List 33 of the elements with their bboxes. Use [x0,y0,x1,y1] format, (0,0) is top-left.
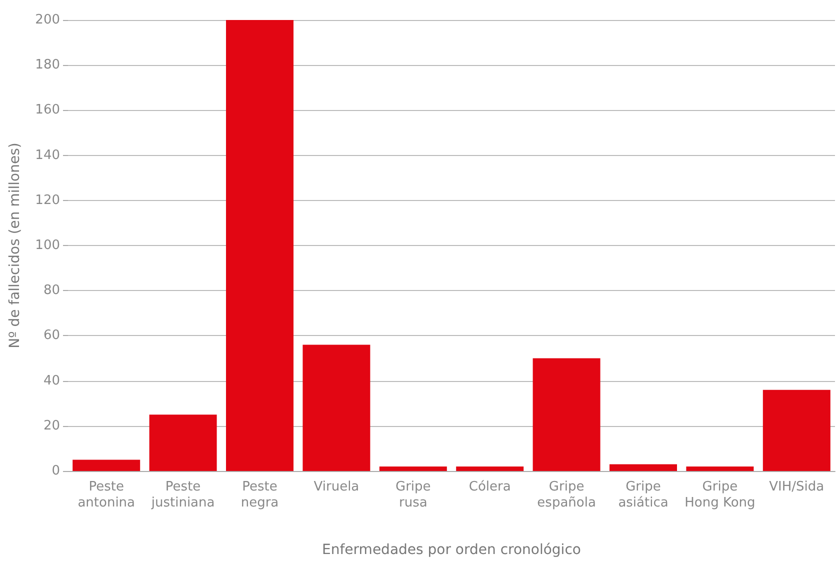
bar [610,464,677,471]
y-tick-label: 200 [35,12,60,28]
y-tick-label: 180 [35,58,60,73]
bar [532,358,600,471]
x-tick-label: Cólera [468,480,511,494]
x-tick-label: Peste justiniana [150,480,215,510]
y-tick-label: 60 [43,328,60,344]
bar [302,344,370,471]
y-tick-label: 140 [35,148,60,163]
x-tick-label: Gripe rusa [396,480,431,510]
x-tick-label: VIH/Sida [769,480,824,494]
y-tick-label: 100 [35,238,60,253]
y-tick-label: 80 [43,283,60,298]
x-tick-label: Gripe Hong Kong [684,480,756,510]
x-tick-label: Gripe española [537,480,596,510]
bar [149,414,217,471]
x-tick-label: Viruela [314,480,360,494]
bar [72,460,140,471]
bar [456,466,524,471]
bar [686,466,754,471]
y-tick-label: 0 [52,464,60,478]
y-tick-label: 120 [35,192,60,208]
x-tick-label: Gripe asiática [618,480,668,510]
y-tick-label: 40 [43,373,60,388]
x-tick-label: Peste antonina [78,480,136,510]
y-tick-label: 160 [35,102,60,118]
y-tick-label: 20 [43,418,60,434]
bar [379,466,447,471]
y-axis-title: Nº de fallecidos (en millones) [7,142,23,348]
bar [762,390,830,471]
x-axis-title: Enfermedades por orden cronológico [322,542,581,558]
x-tick-label: Peste negra [240,480,279,510]
bar [226,20,294,471]
